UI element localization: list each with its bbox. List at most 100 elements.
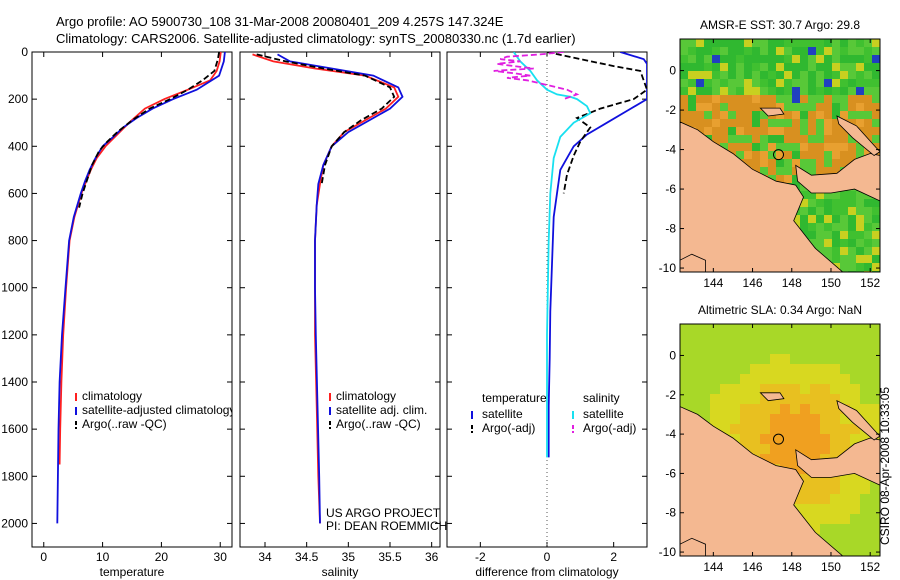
map-cell — [720, 103, 728, 111]
salinity-panel-frame — [239, 51, 441, 548]
map-cell — [704, 39, 712, 47]
map-cell — [752, 79, 760, 87]
map-cell — [750, 344, 760, 354]
map-cell — [768, 79, 776, 87]
map-cell — [808, 199, 816, 207]
x-tick-label: 34.5 — [295, 550, 319, 564]
map-cell — [784, 103, 792, 111]
map-cell — [872, 119, 880, 127]
map-cell — [856, 95, 864, 103]
map-cell — [728, 87, 736, 95]
map-cell — [740, 434, 750, 444]
map-cell — [850, 494, 860, 504]
map-cell — [810, 324, 820, 334]
map-cell — [736, 55, 744, 63]
map-cell — [792, 135, 800, 143]
map-cell — [832, 55, 840, 63]
map-cell — [824, 119, 832, 127]
map-cell — [688, 95, 696, 103]
x-tick-label: 0 — [40, 550, 47, 564]
map-cell — [750, 424, 760, 434]
map-cell — [680, 384, 690, 394]
map-cell — [740, 404, 750, 414]
map-cell — [680, 374, 690, 384]
land-mass — [759, 107, 785, 117]
map-cell — [736, 47, 744, 55]
land-mass — [680, 121, 844, 272]
map-cell — [856, 247, 864, 255]
map-cell — [810, 454, 820, 464]
map-cell — [736, 119, 744, 127]
map-cell — [832, 207, 840, 215]
map-cell — [830, 394, 840, 404]
map-cell — [848, 95, 856, 103]
map-cell — [792, 63, 800, 71]
map-cell — [720, 394, 730, 404]
map-cell — [840, 247, 848, 255]
map-cell — [824, 55, 832, 63]
map-cell — [696, 95, 704, 103]
map-cell — [800, 444, 810, 454]
map-cell — [704, 47, 712, 55]
temperature-panel-frame — [31, 51, 233, 548]
map-cell — [816, 127, 824, 135]
map-cell — [800, 143, 808, 151]
map-cell — [850, 354, 860, 364]
sla-map-frame — [679, 323, 881, 557]
x-tick-label: 146 — [743, 276, 763, 290]
legend-label: climatology — [336, 389, 396, 403]
argo-position-marker — [773, 433, 785, 445]
map-cell — [860, 474, 870, 484]
map-cell — [696, 71, 704, 79]
map-cell — [870, 484, 880, 494]
map-cell — [840, 324, 850, 334]
map-cell — [736, 103, 744, 111]
map-cell — [776, 111, 784, 119]
map-cell — [710, 364, 720, 374]
map-cell — [872, 39, 880, 47]
map-cell — [850, 484, 860, 494]
map-cell — [840, 231, 848, 239]
map-cell — [730, 404, 740, 414]
map-cell — [840, 47, 848, 55]
map-cell — [820, 444, 830, 454]
map-cell — [810, 434, 820, 444]
map-cell — [800, 191, 808, 199]
map-cell — [864, 239, 872, 247]
map-cell — [750, 364, 760, 374]
map-cell — [870, 374, 880, 384]
map-cell — [688, 79, 696, 87]
map-cell — [864, 255, 872, 263]
map-cell — [704, 127, 712, 135]
map-cell — [840, 344, 850, 354]
map-cell — [824, 247, 832, 255]
map-cell — [808, 111, 816, 119]
map-cell — [816, 239, 824, 247]
map-cell — [760, 364, 770, 374]
map-cell — [712, 55, 720, 63]
map-cell — [710, 404, 720, 414]
map-cell — [688, 119, 696, 127]
x-tick-label: 150 — [821, 276, 841, 290]
map-cell — [720, 111, 728, 119]
map-cell — [704, 103, 712, 111]
map-cell — [850, 554, 860, 556]
x-tick-label: 20 — [155, 550, 169, 564]
map-cell — [872, 127, 880, 135]
map-cell — [816, 167, 824, 175]
map-cell — [816, 63, 824, 71]
map-cell — [824, 71, 832, 79]
map-cell — [776, 47, 784, 55]
series-line-cyan — [512, 52, 592, 458]
map-cell — [740, 424, 750, 434]
map-cell — [808, 119, 816, 127]
map-cell — [816, 103, 824, 111]
map-cell — [860, 484, 870, 494]
map-cell — [760, 127, 768, 135]
map-cell — [848, 255, 856, 263]
map-cell — [840, 239, 848, 247]
header-line-1: Argo profile: AO 5900730_108 31-Mar-2008… — [56, 14, 504, 29]
map-cell — [720, 354, 730, 364]
legend-header-temperature: temperature — [482, 391, 547, 405]
map-cell — [840, 143, 848, 151]
